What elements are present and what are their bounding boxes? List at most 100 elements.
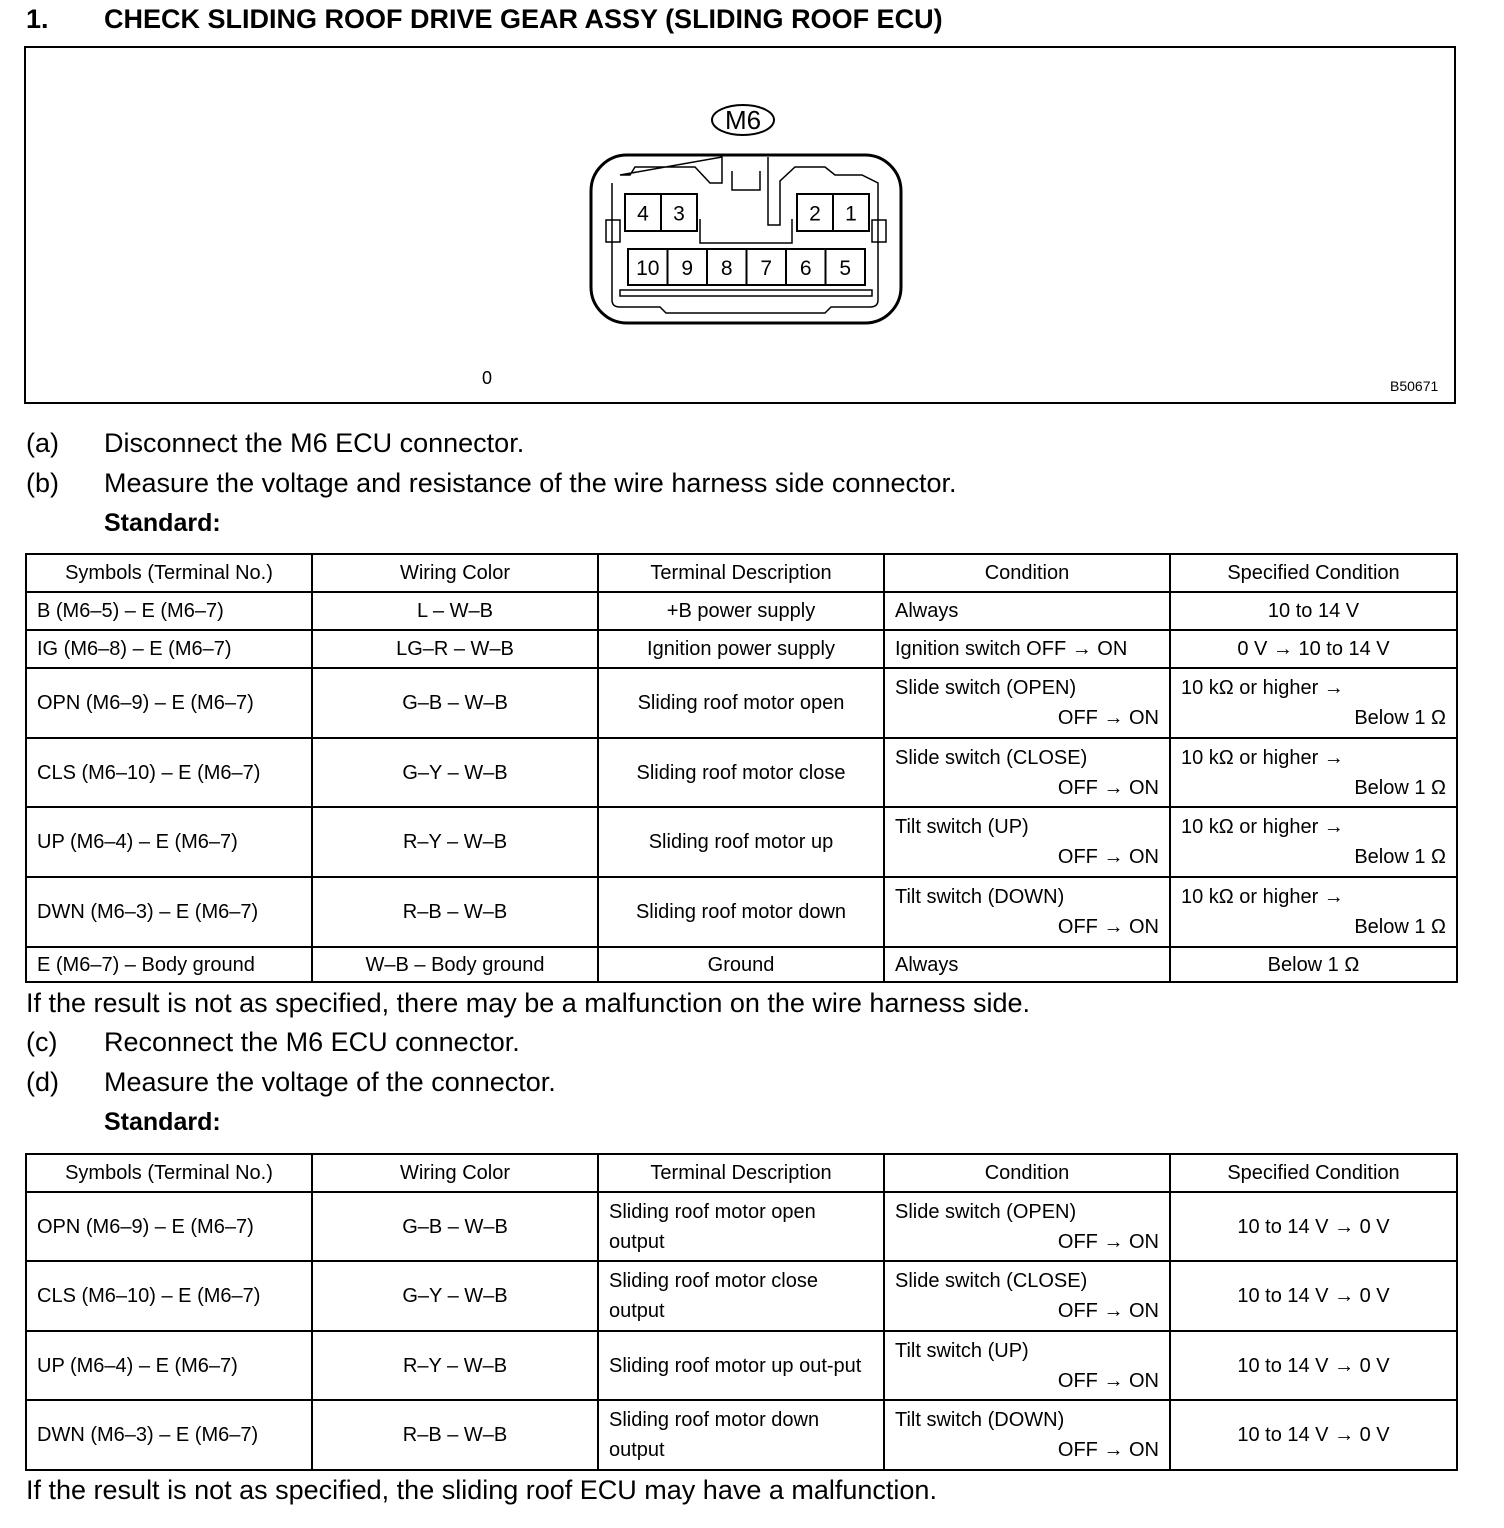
table-cell: 10 kΩ or higher → Below 1 Ω [1169,737,1458,808]
pin-cavity [824,248,866,286]
table-row: CLS (M6–10) – E (M6–7) G–Y – W–B Sliding r… [25,1260,1458,1332]
step-b: (b) Measure the voltage and resistance of… [26,468,957,498]
table-cell: G–Y – W–B [311,737,599,808]
table-cell: R–B – W–B [311,876,599,948]
column-header: Symbols (Terminal No.) [25,1153,313,1193]
pin-number: 2 [809,203,821,226]
column-header: Condition [883,1153,1171,1193]
table-row: OPN (M6–9) – E (M6–7) G–B – W–B Sliding ro… [25,1191,1458,1262]
table-row: UP (M6–4) – E (M6–7) R–Y – W–B Sliding roo… [25,1330,1458,1401]
table-row: OPN (M6–9) – E (M6–7) G–B – W–B Sliding ro… [25,667,1458,739]
table-cell: 10 to 14 V → 0 V [1169,1399,1458,1471]
table-cell: Sliding roof motor down output [597,1399,885,1471]
table-row: IG (M6–8) – E (M6–7) LG–R – W–B Ignition p… [25,629,1458,669]
table-cell: W–B – Body ground [311,946,599,983]
table-cell: LG–R – W–B [311,629,599,669]
table-cell: Sliding roof motor close [597,737,885,808]
column-header: Symbols (Terminal No.) [25,553,313,593]
section-title: 1. CHECK SLIDING ROOF DRIVE GEAR ASSY (SL… [26,4,943,34]
standard-table-resistance: Symbols (Terminal No.) Wiring Color Termin… [25,553,1458,983]
pin-number: 4 [637,203,649,226]
table-cell: Tilt switch (DOWN) OFF → ON [883,876,1171,948]
table-cell: Slide switch (OPEN) OFF → ON [883,667,1171,739]
standard-table-voltage: Symbols (Terminal No.) Wiring Color Termin… [25,1153,1458,1471]
table-cell: 10 to 14 V → 0 V [1169,1330,1458,1401]
table-cell: G–B – W–B [311,1191,599,1262]
note-ecu: If the result is not as specified, the s… [26,1475,937,1505]
table-cell: Slide switch (CLOSE) OFF → ON [883,737,1171,808]
pin-number: 3 [673,203,685,226]
connector-m6-diagram: M6 4 3 2 1 10 9 8 7 6 5 [589,104,903,325]
table-cell: Sliding roof motor up [597,806,885,878]
table-cell: L – W–B [311,591,599,631]
pin-number: 1 [845,203,857,226]
table-cell: 10 to 14 V [1169,591,1458,631]
pin-cavity [832,193,870,232]
column-header: Terminal Description [597,553,885,593]
table-cell: IG (M6–8) – E (M6–7) [25,629,313,669]
table-cell: G–B – W–B [311,667,599,739]
table-cell: CLS (M6–10) – E (M6–7) [25,1260,313,1332]
table-cell: E (M6–7) – Body ground [25,946,313,983]
pin-number: 6 [800,257,812,280]
table-cell: 10 kΩ or higher → Below 1 Ω [1169,806,1458,878]
table-cell: 10 to 14 V → 0 V [1169,1191,1458,1262]
step-d: (d) Measure the voltage of the connector. [26,1067,556,1097]
pin-number: 5 [839,257,851,280]
table-cell: Sliding roof motor close output [597,1260,885,1332]
column-header: Condition [883,553,1171,593]
table-cell: Slide switch (CLOSE) OFF → ON [883,1260,1171,1332]
table-cell: Sliding roof motor open output [597,1191,885,1262]
pin-number: 9 [681,257,693,280]
table-row: DWN (M6–3) – E (M6–7) R–B – W–B Sliding ro… [25,1399,1458,1471]
column-header: Wiring Color [311,1153,599,1193]
table-cell: Tilt switch (UP) OFF → ON [883,1330,1171,1401]
step-a: (a) Disconnect the M6 ECU connector. [26,428,525,458]
pin-number: 10 [636,257,659,280]
table-cell: B (M6–5) – E (M6–7) [25,591,313,631]
pin-number: 8 [721,257,733,280]
stray-mark: 0 [482,368,493,388]
column-header: Specified Condition [1169,553,1458,593]
connector-label-ellipse [711,104,775,136]
table-cell: Sliding roof motor down [597,876,885,948]
table-cell: OPN (M6–9) – E (M6–7) [25,1191,313,1262]
table-cell: Ignition power supply [597,629,885,669]
step-c: (c) Reconnect the M6 ECU connector. [26,1027,520,1057]
table-cell: +B power supply [597,591,885,631]
table-row: DWN (M6–3) – E (M6–7) R–B – W–B Sliding ro… [25,876,1458,948]
table-cell: Below 1 Ω [1169,946,1458,983]
table-cell: Tilt switch (UP) OFF → ON [883,806,1171,878]
column-header: Terminal Description [597,1153,885,1193]
table-cell: 10 kΩ or higher → Below 1 Ω [1169,667,1458,739]
table-cell: Slide switch (OPEN) OFF → ON [883,1191,1171,1262]
table-cell: Always [883,591,1171,631]
table-row: B (M6–5) – E (M6–7) L – W–B +B power suppl… [25,591,1458,631]
table-cell: OPN (M6–9) – E (M6–7) [25,667,313,739]
table-cell: Ignition switch OFF → ON [883,629,1171,669]
standard-label: Standard: [104,509,221,537]
table-cell: Sliding roof motor up out-put [597,1330,885,1401]
table-cell: 10 to 14 V → 0 V [1169,1260,1458,1332]
note-harness: If the result is not as specified, there… [26,988,1031,1018]
column-header: Wiring Color [311,553,599,593]
connector-housing [589,153,903,325]
pin-cavity [660,193,698,232]
table-cell: 0 V → 10 to 14 V [1169,629,1458,669]
column-header: Specified Condition [1169,1153,1458,1193]
pin-number: 7 [760,257,772,280]
table-header-row: Symbols (Terminal No.) Wiring Color Termin… [25,553,1458,593]
connector-figure [24,46,1456,404]
table-cell: R–B – W–B [311,1399,599,1471]
table-cell: DWN (M6–3) – E (M6–7) [25,876,313,948]
table-cell: 10 kΩ or higher → Below 1 Ω [1169,876,1458,948]
standard-label-2: Standard: [104,1108,221,1136]
table-cell: Sliding roof motor open [597,667,885,739]
table-header-row: Symbols (Terminal No.) Wiring Color Termin… [25,1153,1458,1193]
table-cell: Ground [597,946,885,983]
table-cell: CLS (M6–10) – E (M6–7) [25,737,313,808]
table-cell: R–Y – W–B [311,806,599,878]
table-row: UP (M6–4) – E (M6–7) R–Y – W–B Sliding roo… [25,806,1458,878]
table-cell: R–Y – W–B [311,1330,599,1401]
table-cell: G–Y – W–B [311,1260,599,1332]
